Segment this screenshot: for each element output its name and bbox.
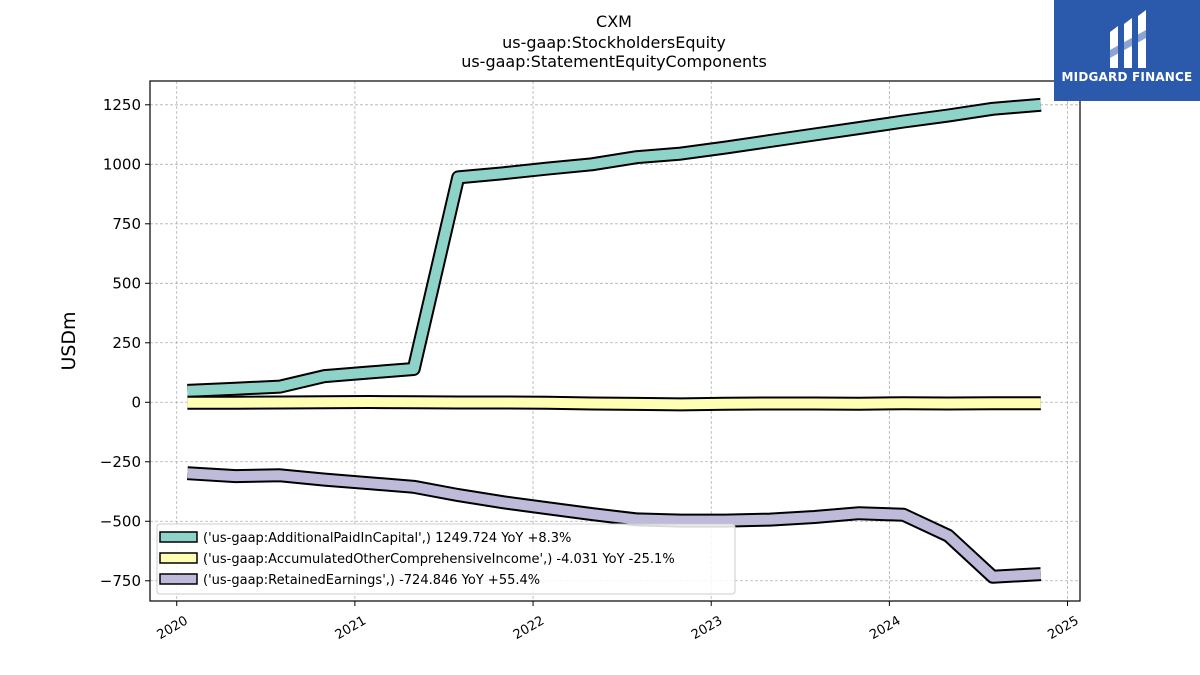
brand-logo: MIDGARD FINANCE — [1054, 0, 1200, 101]
brand-name: MIDGARD FINANCE — [1061, 70, 1193, 84]
y-tick-label: −250 — [100, 453, 141, 471]
x-tick-label: 2023 — [689, 613, 725, 643]
y-tick-label: 250 — [112, 334, 141, 352]
chart-grid — [150, 81, 1080, 601]
x-tick-label: 2024 — [867, 613, 903, 643]
legend-swatch — [159, 573, 198, 585]
y-axis-ticks: −750 −500 −250 0 250 500 750 1000 1250 — [100, 96, 150, 590]
x-tick-label: 2021 — [333, 613, 369, 643]
chart-title-line-1: CXM — [596, 12, 632, 31]
legend-label: ('us-gaap:AccumulatedOtherComprehensiveI… — [203, 552, 675, 567]
legend-label: ('us-gaap:AdditionalPaidInCapital',) 124… — [203, 531, 571, 546]
chart-legend: ('us-gaap:AdditionalPaidInCapital',) 124… — [156, 523, 736, 595]
legend-swatch — [159, 552, 198, 564]
x-tick-label: 2022 — [511, 613, 547, 643]
chart-title-line-2: us-gaap:StockholdersEquity — [502, 33, 726, 52]
midgard-logo-icon — [1110, 10, 1146, 68]
series-0-line — [187, 99, 1042, 396]
x-axis-ticks: 2020 2021 2022 2023 2024 2025 — [155, 601, 1082, 643]
series-0-outline — [187, 97, 1042, 398]
y-tick-label: 0 — [131, 393, 141, 411]
legend-swatch — [159, 531, 198, 543]
y-tick-label: 500 — [112, 274, 141, 292]
y-axis-label: USDm — [58, 311, 80, 370]
legend-label: ('us-gaap:RetainedEarnings',) -724.846 Y… — [203, 573, 540, 588]
chart-series — [186, 97, 1042, 584]
plot-frame — [149, 80, 1081, 602]
legend-box — [156, 523, 736, 595]
y-tick-label: 1000 — [103, 155, 141, 173]
y-tick-label: 1250 — [103, 96, 141, 114]
series-2-line — [187, 468, 1042, 582]
chart-titles: CXM us-gaap:StockholdersEquity us-gaap:S… — [461, 12, 767, 71]
y-tick-label: −750 — [100, 572, 141, 590]
x-tick-label: 2020 — [155, 613, 191, 643]
x-tick-label: 2025 — [1045, 613, 1081, 643]
series-1-line — [187, 397, 1041, 410]
y-tick-label: −500 — [100, 512, 141, 530]
chart-title-line-3: us-gaap:StatementEquityComponents — [461, 52, 767, 71]
y-tick-label: 750 — [112, 215, 141, 233]
